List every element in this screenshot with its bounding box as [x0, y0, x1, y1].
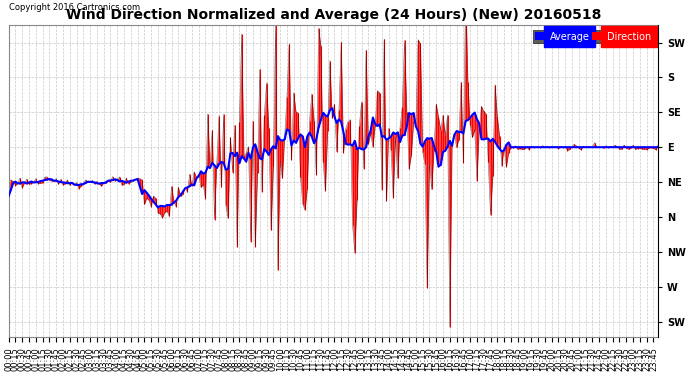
Legend: Average, Direction: Average, Direction	[533, 30, 653, 44]
Text: Copyright 2016 Cartronics.com: Copyright 2016 Cartronics.com	[9, 3, 140, 12]
Title: Wind Direction Normalized and Average (24 Hours) (New) 20160518: Wind Direction Normalized and Average (2…	[66, 8, 601, 22]
